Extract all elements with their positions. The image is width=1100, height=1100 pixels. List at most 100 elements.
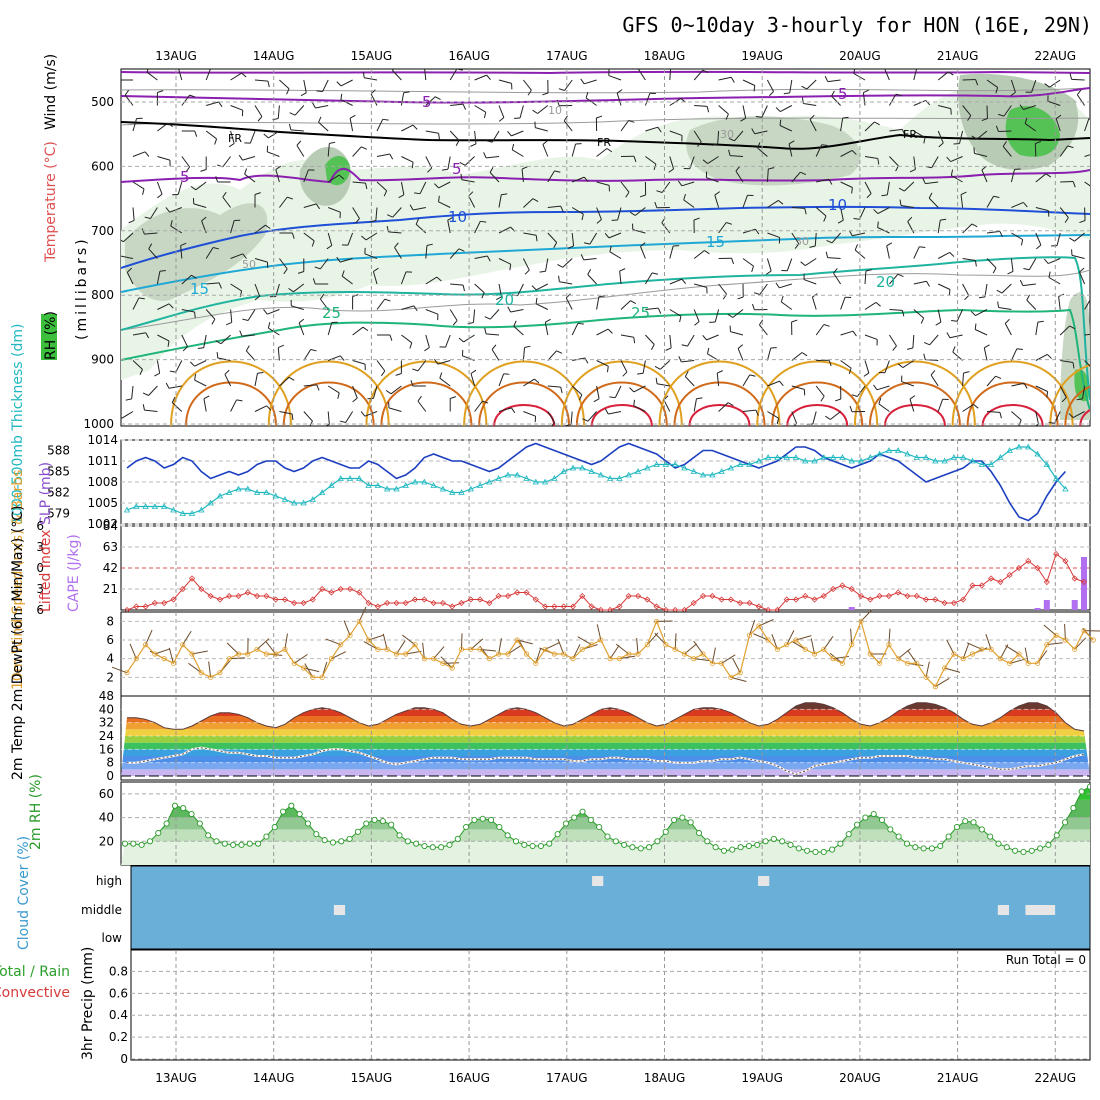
wind-barb [693,250,710,259]
wind-barb-flag [619,268,626,272]
wind-barb [470,130,477,147]
warm-contour [380,381,473,426]
wind-barb [766,79,774,97]
wind-barb-flag [653,163,657,171]
wind-barb [433,646,445,659]
thickness-marker [514,471,521,478]
li-marker [346,585,354,593]
wind-barb [297,258,305,274]
wind-barb [547,350,563,361]
rh-marker [504,832,511,839]
wind-barb-flag [318,116,322,123]
wind-barb-flag [534,378,540,384]
wind-barb [376,153,394,160]
wind-barb-staff [126,272,134,285]
contour-label-5: 5 [452,160,462,178]
wind-speed-marker [1081,628,1087,634]
li-marker [542,603,549,610]
wind-barb [604,408,622,415]
rh-marker [463,824,470,831]
wind-barb [705,171,719,183]
wind-barb [840,296,852,310]
wind-barb-staff [144,232,158,235]
wind-barb-flag [886,242,893,247]
wind-barb-flag [509,264,512,271]
thickness-marker [309,496,317,502]
wind-barb-staff [1048,277,1061,285]
rh-marker [379,818,386,825]
thickness-marker [383,485,391,492]
wind-barb [358,606,367,622]
wind-barb [154,360,161,377]
wind-barb [825,251,841,259]
wind-barb [665,334,672,351]
wind-barb [181,334,188,352]
wind-barb-staff [864,302,877,310]
rh-marker [978,826,985,833]
bottom-date-axis: 13AUG 14AUG 15AUG 16AUG 17AUG 18AUG 19AUG 20AUG… [155,1071,1076,1085]
thickness-marker [328,482,335,488]
wind-barb-flag [681,344,688,347]
wind-barb [1035,353,1052,361]
warm-contour [868,381,961,426]
wind-barb-flag [498,117,505,122]
thickness-marker [272,492,279,499]
li-marker [495,592,502,600]
wind-barb [396,640,406,655]
wind-barb-flag [997,301,1000,308]
wind-barb [558,275,573,285]
upper-air-panel: 5 5 5 5 FR FR FR 10 10 15 15 15 20 20 25… [41,54,1097,431]
wind-barb [755,105,768,118]
wind-barb-staff [596,328,609,336]
wind-barb-flag [239,290,243,297]
wind-barb-flag [316,384,320,391]
wind-barb-staff [694,283,707,288]
wind-barb-staff [180,245,183,259]
wind-barb [352,326,369,336]
wind-barb [644,272,659,285]
wind-barb-flag [938,142,944,148]
wind-barb [873,384,890,391]
wind-barb-staff [279,411,293,415]
wind-barb [616,89,623,106]
thickness-marker [913,454,920,460]
wind-barb-flag [995,375,1002,379]
wind-barb-flag [926,281,930,287]
wind-barb [254,224,271,234]
wind-barb [352,146,367,157]
wind-barb-flag [801,85,808,90]
wind-barb [693,217,700,234]
wind-barb-staff [303,384,317,387]
wind-barb [620,300,636,310]
wind-barb [632,223,646,234]
wind-barb-staff [319,258,329,270]
rh-legend-swatch [41,314,57,360]
wind-barb [1034,140,1042,157]
wind-barb [922,177,939,185]
thickness-marker [458,489,465,495]
rh-marker [496,824,503,831]
date-label-top: 14AUG [253,49,295,63]
wind-barb [864,156,880,165]
wind-barb [244,130,256,144]
wind-barb-flag [749,374,756,377]
li-marker [653,603,660,610]
thickness-marker [551,475,558,481]
wind-barb [401,634,416,646]
wind-barb-flag [1091,298,1097,299]
rh-marker [945,833,952,840]
wind-barb [189,360,207,367]
wind-barb-flag [637,372,644,375]
wind-barb-flag [142,188,145,195]
wind-barb-flag [851,150,857,155]
li-marker [198,585,205,593]
temp-band [121,742,1090,750]
wind-barb-staff [230,309,233,323]
wind-barb [1026,294,1037,310]
warm-contour [951,360,1074,426]
wind-barb-flag [755,409,759,416]
date-label-top: 18AUG [644,49,686,63]
wind-barb-flag [596,219,602,224]
wind-speed-marker [561,651,567,657]
rh-marker [321,837,328,844]
